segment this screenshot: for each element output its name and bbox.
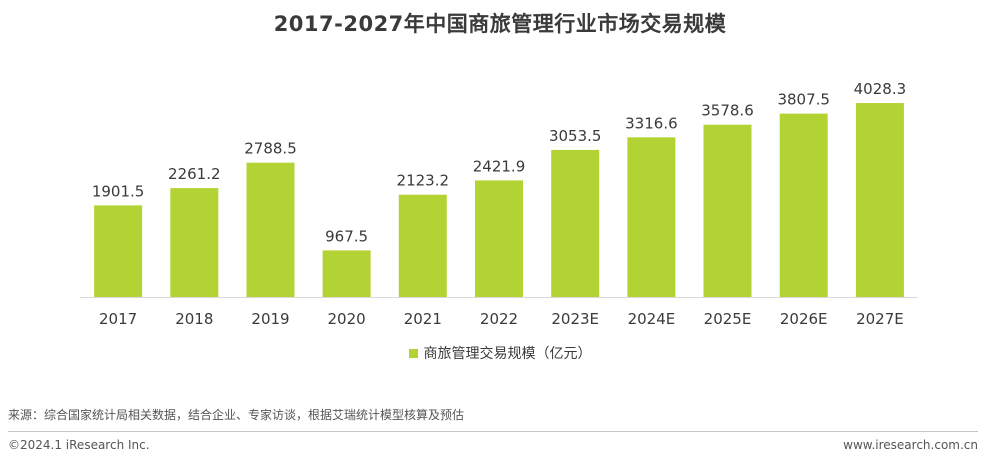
value-label-2027E: 4028.3 [854,80,907,98]
value-label-2023E: 3053.5 [549,127,602,145]
source-note: 来源：综合国家统计局相关数据，结合企业、专家访谈，根据艾瑞统计模型核算及预估 [8,408,465,422]
bar-2022 [475,180,523,297]
value-label-2021: 2123.2 [397,172,450,190]
value-label-2019: 2788.5 [244,140,297,158]
value-label-2020: 967.5 [325,227,368,245]
bar-2019 [246,162,295,297]
x-tick-labels-group: 2017 2018 2019 2020 2021 2022 2023E 2024E 2025E 2… [99,310,904,328]
x-tick-2020: 2020 [328,310,366,328]
value-label-2025E: 3578.6 [701,102,754,120]
x-tick-2025E: 2025E [704,310,752,328]
x-tick-2021: 2021 [404,310,442,328]
bar-2027E [855,103,904,297]
bars-group [94,103,904,297]
x-tick-2026E: 2026E [780,310,828,328]
bar-2025E [703,124,752,297]
bar-2026E [779,113,828,297]
chart-title: 2017-2027年中国商旅管理行业市场交易规模 [273,12,727,36]
value-label-2026E: 3807.5 [777,91,830,109]
bar-2018 [170,188,219,297]
bar-2017 [94,205,143,297]
legend-label: 商旅管理交易规模（亿元） [423,346,592,362]
footer-divider [8,431,978,432]
bar-2023E [551,149,600,297]
value-label-2022: 2421.9 [473,157,526,175]
x-tick-2017: 2017 [99,310,137,328]
copyright: ©2024.1 iResearch Inc. [8,438,150,452]
x-tick-2018: 2018 [175,310,213,328]
x-tick-2019: 2019 [251,310,289,328]
bar-2021 [398,194,447,297]
x-tick-2022: 2022 [480,310,518,328]
x-tick-2027E: 2027E [856,310,904,328]
value-label-2017: 1901.5 [92,182,145,200]
value-label-2018: 2261.2 [168,165,221,183]
website-link: www.iresearch.com.cn [843,438,978,452]
x-tick-2024E: 2024E [628,310,676,328]
legend: 商旅管理交易规模（亿元） [0,343,1000,363]
bar-chart: 1901.5 2261.2 2788.5 967.5 2123.2 2421.9 3053.… [80,80,918,328]
value-labels-group: 1901.5 2261.2 2788.5 967.5 2123.2 2421.9 3053.… [92,80,906,245]
bar-2020 [322,250,371,297]
bar-2024E [627,137,676,297]
value-label-2024E: 3316.6 [625,114,678,132]
x-tick-2023E: 2023E [551,310,599,328]
legend-swatch [408,348,418,358]
